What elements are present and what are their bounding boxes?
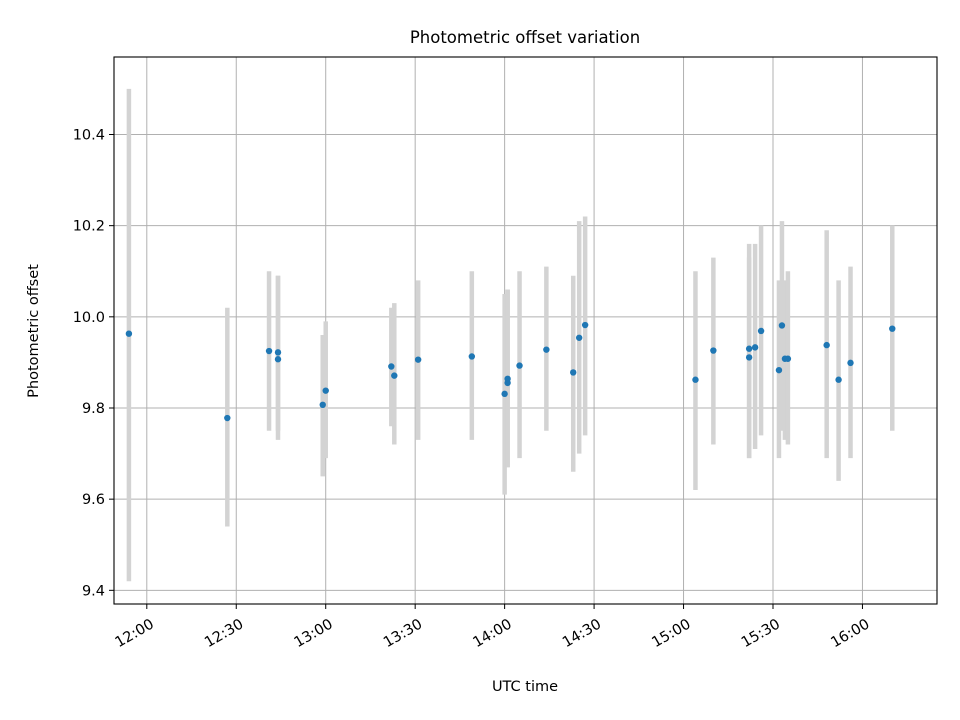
- data-point: [745, 354, 753, 361]
- data-point: [265, 347, 273, 355]
- x-tick-label: 14:30: [560, 616, 604, 651]
- data-point: [319, 401, 326, 409]
- data-point: [468, 353, 476, 360]
- data-point: [784, 355, 792, 362]
- plot-frame: [113, 56, 938, 605]
- data-point: [575, 334, 583, 341]
- data-point: [775, 366, 783, 374]
- y-tick-label: 10.4: [73, 127, 105, 143]
- data-markers: [125, 321, 896, 422]
- x-axis-ticks: 12:00 12:30 13:00 13:30 14:00 14:30 15:00 15:30…: [113, 604, 873, 651]
- data-point: [274, 356, 282, 363]
- y-tick-label: 10.0: [73, 310, 105, 326]
- y-tick-label: 9.8: [82, 401, 105, 417]
- data-point: [543, 346, 550, 353]
- data-point: [778, 322, 786, 329]
- error-bars: [126, 88, 895, 582]
- y-tick-label: 9.4: [82, 583, 105, 599]
- data-point: [125, 330, 133, 337]
- x-tick-label: 15:00: [649, 616, 693, 651]
- data-point: [322, 387, 329, 394]
- data-point: [889, 325, 896, 332]
- x-tick-label: 13:00: [292, 616, 336, 651]
- chart-title: Photometric offset variation: [410, 28, 640, 47]
- data-point: [581, 321, 589, 329]
- data-point: [745, 345, 753, 352]
- x-axis-label: UTC time: [492, 679, 558, 695]
- data-point: [388, 363, 395, 370]
- data-point: [847, 359, 854, 367]
- data-point: [391, 372, 398, 379]
- data-point: [224, 414, 231, 422]
- x-tick-label: 15:30: [739, 616, 783, 651]
- y-tick-label: 10.2: [73, 219, 105, 235]
- y-axis-label: Photometric offset: [26, 264, 42, 398]
- data-point: [504, 375, 511, 383]
- x-tick-label: 12:30: [202, 616, 246, 651]
- x-tick-label: 14:00: [471, 616, 515, 651]
- data-point: [570, 369, 577, 376]
- data-point: [835, 376, 842, 383]
- data-point: [501, 390, 508, 398]
- data-point: [751, 344, 759, 351]
- grid-lines: [114, 57, 937, 604]
- data-point: [710, 347, 717, 354]
- data-point: [757, 327, 765, 335]
- x-tick-label: 12:00: [113, 616, 157, 651]
- y-axis-ticks: 9.4 9.6 9.8 10.0 10.2 10.4: [73, 127, 114, 599]
- data-point: [516, 362, 523, 369]
- y-tick-label: 9.6: [82, 492, 105, 508]
- x-tick-label: 16:00: [828, 616, 872, 651]
- x-tick-label: 13:30: [381, 616, 425, 651]
- data-point: [692, 376, 699, 383]
- data-point: [274, 349, 282, 356]
- data-point: [414, 356, 422, 363]
- data-point: [823, 341, 830, 349]
